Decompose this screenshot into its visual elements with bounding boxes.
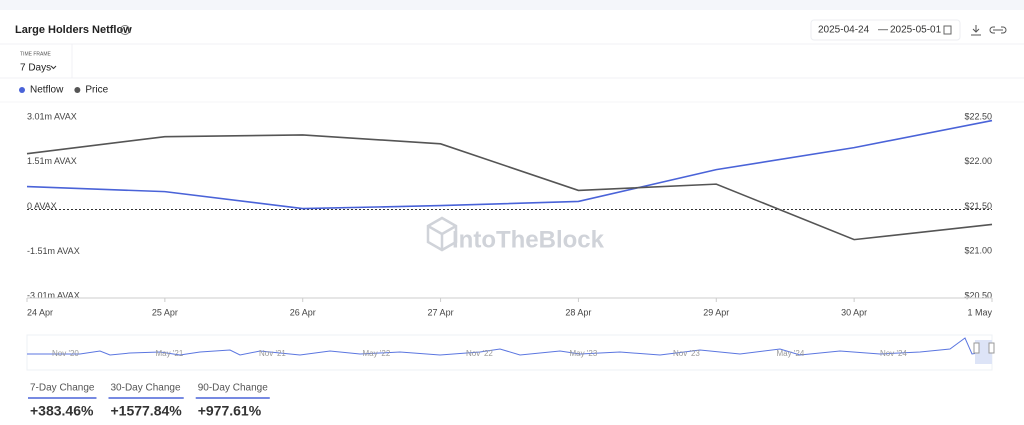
x-tick-label: 1 May [967,307,992,317]
download-icon[interactable] [971,25,981,36]
legend-label: Netflow [30,85,64,96]
legend-marker [74,87,81,93]
chevron [50,65,57,70]
change-label: 90-Day Change [198,383,268,394]
watermark-logo [426,216,458,252]
navigator-handle[interactable] [973,342,980,354]
y-tick-label: -3.01m AVAX [27,290,80,300]
date-to: 2025-05-01 [890,25,942,36]
x-tick-label: 29 Apr [703,307,729,317]
legend-label: Price [85,85,108,96]
y-tick-label: 3.01m AVAX [27,111,77,121]
navigator-line [27,337,986,356]
navigator-label: Nov '21 [259,349,286,358]
change-label: 7-Day Change [30,383,95,394]
navigator-label: May '23 [570,349,598,358]
y2-tick-label: $21.00 [964,246,992,256]
calendar-icon [943,25,952,35]
x-tick-label: 27 Apr [428,307,454,317]
series-line [26,134,993,241]
y-tick-label: 1.51m AVAX [27,156,77,166]
x-tick-label: 26 Apr [290,307,316,317]
x-tick-label: 24 Apr [27,307,53,317]
time-frame-label: TIME FRAME [20,51,51,57]
top-bar [0,0,1024,10]
y2-tick-label: $21.50 [964,201,992,211]
y-tick-label: 0 AVAX [27,201,57,211]
date-range[interactable] [810,19,961,41]
y2-tick-label: $22.00 [964,156,992,166]
navigator-label: Nov '22 [466,349,493,358]
date-separator: — [878,25,888,36]
navigator-label: Nov '20 [52,349,79,358]
time-frame-select[interactable]: 7 Days [20,63,51,74]
x-tick-label: 30 Apr [841,307,867,317]
change-label: 30-Day Change [110,383,180,394]
x-tick-label: 28 Apr [565,307,591,317]
navigator-label: Nov '24 [880,349,907,358]
y2-tick-label: $20.50 [964,290,992,300]
x-tick-label: 25 Apr [152,307,178,317]
link-icon[interactable] [989,26,1007,34]
y2-tick-label: $22.50 [964,111,992,121]
navigator-label: Nov '23 [673,349,700,358]
navigator-label: May '24 [777,349,805,358]
y-tick-label: -1.51m AVAX [27,246,80,256]
change-value: +1577.84% [110,403,182,419]
navigator-label: May '21 [156,349,184,358]
widget-title: Large Holders Netflow [15,24,132,36]
date-from: 2025-04-24 [818,25,870,36]
watermark: IntoTheBlock [452,226,605,253]
series-line [26,119,993,210]
change-value: +383.46% [30,403,94,419]
help-icon[interactable] [120,25,130,35]
navigator-label: May '22 [363,349,391,358]
change-value: +977.61% [198,403,262,419]
legend-marker [19,87,25,93]
navigator[interactable] [26,334,993,371]
navigator-handle[interactable] [988,342,995,354]
